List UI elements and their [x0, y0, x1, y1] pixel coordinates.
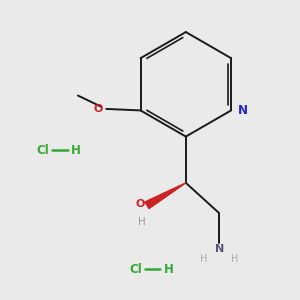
Text: O: O: [135, 199, 145, 209]
Text: H: H: [71, 143, 81, 157]
Text: O: O: [94, 104, 103, 114]
Text: H: H: [138, 217, 146, 226]
Text: N: N: [215, 244, 224, 254]
Text: H: H: [200, 254, 207, 264]
Text: H: H: [231, 254, 239, 264]
Text: H: H: [164, 263, 173, 276]
Text: N: N: [238, 104, 248, 117]
Polygon shape: [145, 183, 186, 208]
Text: Cl: Cl: [37, 143, 49, 157]
Text: Cl: Cl: [129, 263, 142, 276]
